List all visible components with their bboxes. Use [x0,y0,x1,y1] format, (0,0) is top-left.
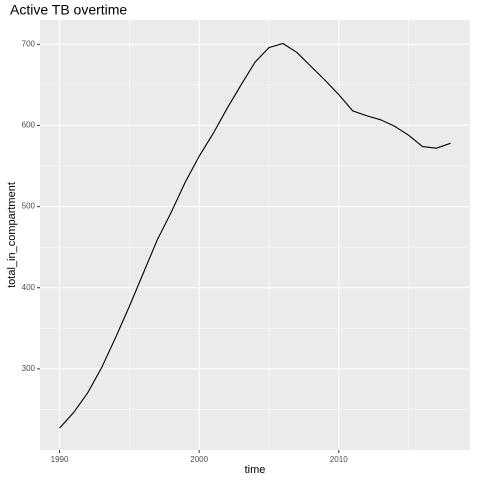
y-tick-label: 500 [22,202,36,211]
line-series [59,42,451,429]
y-tick-label: 400 [22,283,36,292]
y-axis-title: total_in_compartment [6,182,18,288]
chart-title: Active TB overtime [10,2,127,18]
panel [40,20,470,450]
x-axis-title: time [245,464,266,476]
x-tick-label: 1990 [51,455,69,464]
y-tick-label: 300 [22,364,36,373]
x-tick-label: 2000 [190,455,208,464]
x-tick-label: 2010 [330,455,348,464]
y-tick-label: 600 [22,121,36,130]
y-tick-label: 700 [22,39,36,48]
